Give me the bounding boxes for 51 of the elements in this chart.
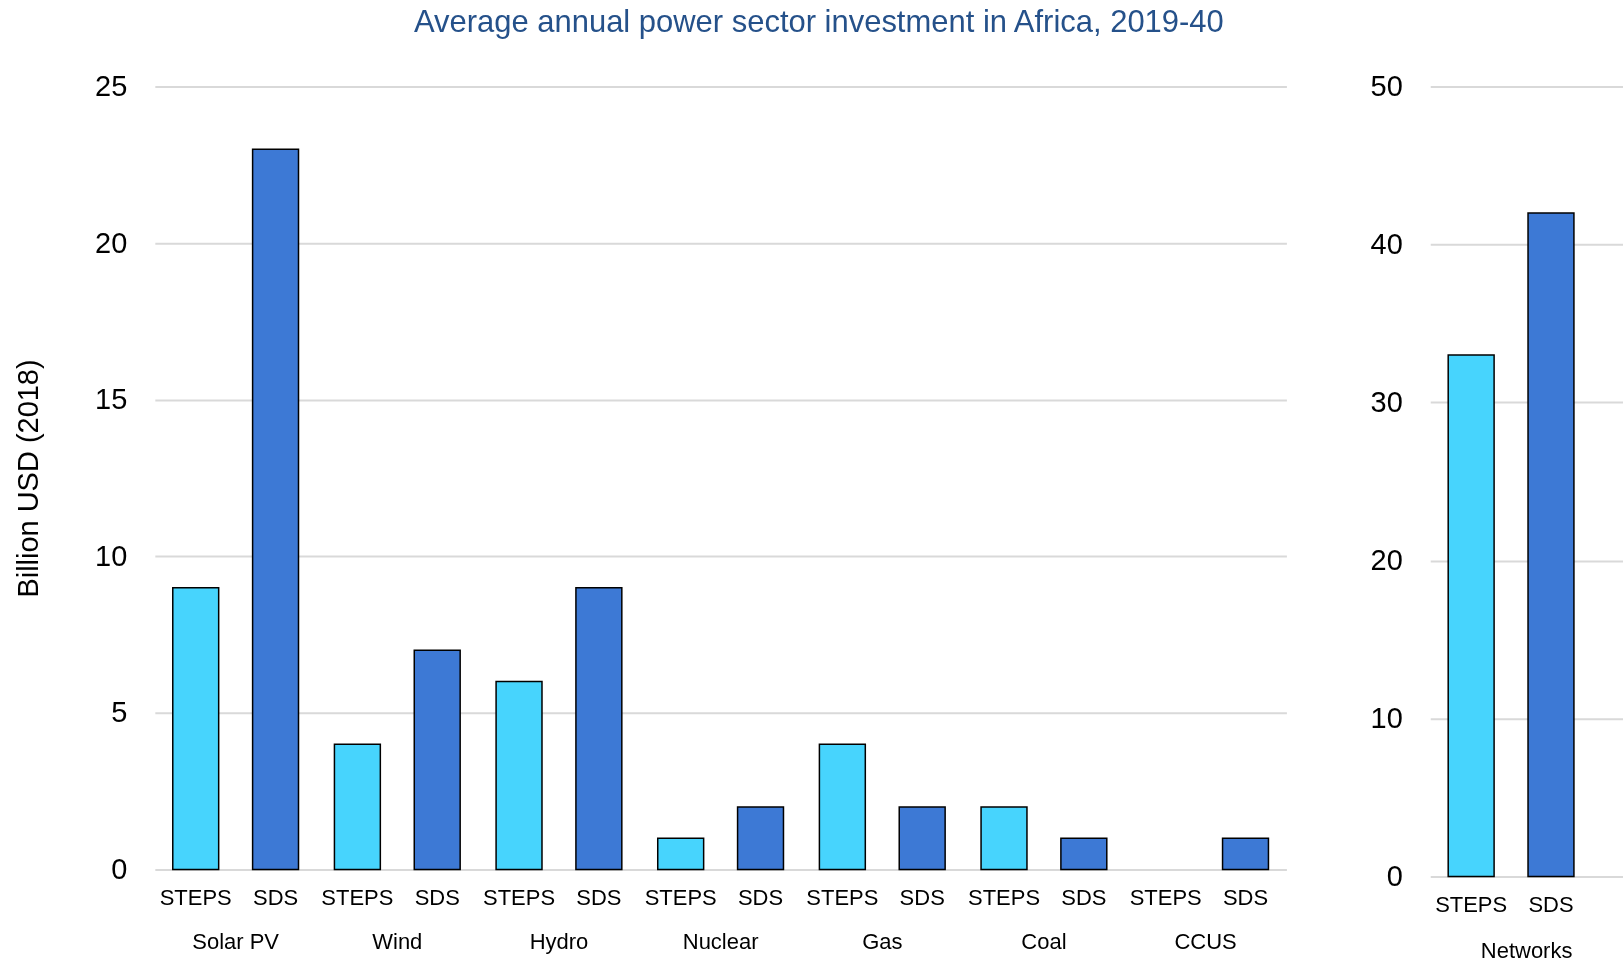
series-label: SDS	[252, 885, 299, 911]
y-tick-label: 0	[1386, 860, 1403, 892]
text: STEPS	[1129, 885, 1202, 911]
text: STEPS	[806, 885, 879, 911]
y-tick-label: 40	[1370, 227, 1403, 260]
y-tick-label: 20	[95, 226, 128, 259]
text: STEPS	[321, 885, 394, 911]
text: STEPS	[644, 885, 717, 911]
y-tick-label: 30	[1370, 385, 1403, 418]
x-tick-label: Gas	[862, 928, 903, 954]
y-tick-label: 20	[1370, 543, 1403, 576]
bar	[736, 806, 785, 871]
text: SDS	[576, 885, 622, 911]
bar	[172, 586, 220, 871]
x-tick-label: Hydro	[529, 928, 589, 954]
x-tick-label: CCUS	[1174, 928, 1237, 954]
bar	[980, 806, 1028, 871]
text: STEPS	[967, 885, 1041, 911]
series-label: STEPS	[1435, 892, 1508, 918]
bar	[495, 680, 543, 871]
bar	[413, 649, 461, 871]
bar	[898, 806, 946, 871]
bar	[1060, 837, 1108, 871]
y-tick-label: 10	[95, 539, 128, 572]
chart-title: Average annual power sector investment in Africa, 2019-40	[413, 3, 1224, 39]
y-tick-label: 5	[111, 696, 128, 729]
text: STEPS	[159, 885, 232, 911]
x-tick-label: Solar PV	[192, 928, 280, 954]
bar	[657, 837, 705, 871]
bar	[333, 743, 382, 871]
y-tick-label: 0	[111, 853, 128, 886]
y-tick-label: 15	[95, 383, 128, 416]
text: SDS	[737, 885, 784, 911]
y-axis-title: Billion USD (2018)	[12, 359, 45, 598]
x-tick-label: Nuclear	[682, 928, 759, 954]
bar	[251, 148, 300, 871]
text: SDS	[899, 885, 945, 911]
series-label: SDS	[1528, 892, 1574, 918]
text: SDS	[414, 885, 460, 911]
text: SDS	[1061, 885, 1107, 911]
series-label: STEPS	[483, 885, 556, 911]
y-tick-label: 25	[95, 69, 128, 102]
x-tick-label: Wind	[372, 928, 423, 954]
text: SDS	[1222, 885, 1269, 911]
bar	[1221, 837, 1270, 871]
x-tick-label: Coal	[1021, 928, 1067, 954]
y-tick-label: 10	[1370, 702, 1403, 734]
bar	[575, 586, 623, 871]
y-tick-label: 50	[1370, 69, 1403, 102]
bar	[818, 743, 867, 871]
x-tick-label: Networks	[1480, 937, 1573, 963]
